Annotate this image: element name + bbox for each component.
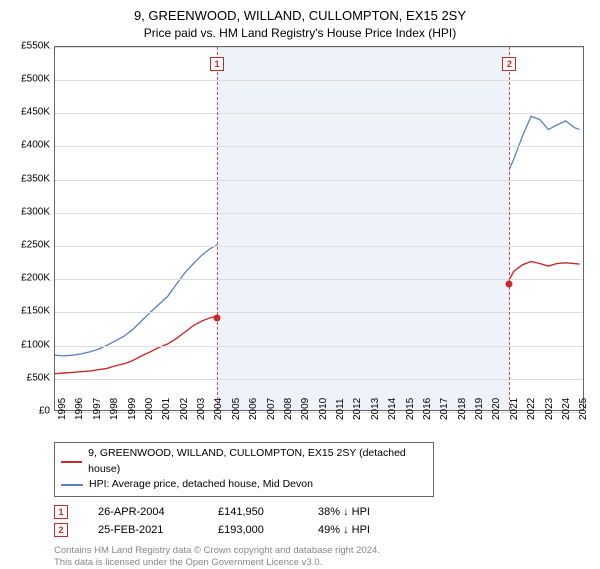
y-axis-label: £500K	[21, 74, 50, 85]
legend-box: 9, GREENWOOD, WILLAND, CULLOMPTON, EX15 …	[54, 442, 434, 497]
transaction-date: 25-FEB-2021	[98, 524, 188, 536]
x-axis-label: 2008	[283, 398, 294, 420]
footer-line: Contains HM Land Registry data © Crown c…	[54, 545, 590, 557]
transaction-price: £193,000	[218, 524, 288, 536]
transaction-price: £141,950	[218, 506, 288, 518]
y-axis-label: £150K	[21, 306, 50, 317]
x-axis-label: 2010	[318, 398, 329, 420]
x-axis-label: 2016	[422, 398, 433, 420]
transaction-pct: 49% ↓ HPI	[318, 524, 408, 536]
x-axis-label: 2013	[370, 398, 381, 420]
x-axis-label: 2023	[544, 398, 555, 420]
x-axis-label: 2018	[457, 398, 468, 420]
x-axis-label: 2025	[578, 398, 589, 420]
transaction-date: 26-APR-2004	[98, 506, 188, 518]
legend-swatch-2	[61, 484, 83, 486]
y-axis-label: £100K	[21, 339, 50, 350]
x-axis-label: 2012	[352, 398, 363, 420]
transaction-dot	[213, 314, 220, 321]
y-axis-label: £0	[39, 405, 50, 416]
gridline	[55, 379, 583, 380]
transaction-pct: 38% ↓ HPI	[318, 506, 408, 518]
transaction-marker: 1	[210, 57, 224, 71]
marker-icon: 1	[54, 505, 68, 519]
x-axis-label: 1998	[109, 398, 120, 420]
transaction-marker: 2	[502, 57, 516, 71]
y-axis-label: £400K	[21, 140, 50, 151]
chart-container: 9, GREENWOOD, WILLAND, CULLOMPTON, EX15 …	[0, 0, 600, 560]
table-row: 1 26-APR-2004 £141,950 38% ↓ HPI	[54, 503, 590, 521]
gridline	[55, 180, 583, 181]
x-axis-label: 2006	[248, 398, 259, 420]
y-axis-label: £50K	[27, 372, 50, 383]
x-axis-label: 1995	[57, 398, 68, 420]
chart-title: 9, GREENWOOD, WILLAND, CULLOMPTON, EX15 …	[10, 8, 590, 25]
gridline	[55, 213, 583, 214]
x-axis-label: 2022	[526, 398, 537, 420]
ownership-shade	[217, 47, 509, 410]
x-axis-label: 2011	[335, 398, 346, 420]
table-row: 2 25-FEB-2021 £193,000 49% ↓ HPI	[54, 521, 590, 539]
x-axis-label: 2002	[179, 398, 190, 420]
x-axis-label: 2021	[509, 398, 520, 420]
x-axis-label: 2004	[213, 398, 224, 420]
transaction-vline	[509, 47, 510, 410]
x-axis-label: 1997	[92, 398, 103, 420]
legend-row: HPI: Average price, detached house, Mid …	[61, 477, 427, 493]
gridline	[55, 312, 583, 313]
x-axis-label: 2005	[231, 398, 242, 420]
x-axis-label: 1999	[127, 398, 138, 420]
legend-label: 9, GREENWOOD, WILLAND, CULLOMPTON, EX15 …	[88, 446, 427, 478]
transaction-dot	[506, 280, 513, 287]
x-axis-label: 2024	[561, 398, 572, 420]
y-axis-label: £450K	[21, 107, 50, 118]
gridline	[55, 246, 583, 247]
gridline	[55, 279, 583, 280]
y-axis-label: £350K	[21, 173, 50, 184]
x-axis-label: 2015	[405, 398, 416, 420]
transaction-table: 1 26-APR-2004 £141,950 38% ↓ HPI 2 25-FE…	[54, 503, 590, 539]
x-axis-label: 2019	[474, 398, 485, 420]
transaction-vline	[217, 47, 218, 410]
legend-row: 9, GREENWOOD, WILLAND, CULLOMPTON, EX15 …	[61, 446, 427, 478]
chart-subtitle: Price paid vs. HM Land Registry's House …	[10, 26, 590, 40]
y-axis-label: £550K	[21, 40, 50, 51]
footer-attribution: Contains HM Land Registry data © Crown c…	[54, 545, 590, 569]
x-axis-label: 2017	[439, 398, 450, 420]
x-axis-label: 2014	[387, 398, 398, 420]
legend-swatch-1	[61, 461, 82, 463]
legend-label: HPI: Average price, detached house, Mid …	[89, 477, 313, 493]
gridline	[55, 146, 583, 147]
x-axis-label: 2001	[161, 398, 172, 420]
gridline	[55, 346, 583, 347]
gridline	[55, 47, 583, 48]
marker-icon: 2	[54, 523, 68, 537]
y-axis-label: £250K	[21, 239, 50, 250]
y-axis-label: £200K	[21, 273, 50, 284]
x-axis-label: 2020	[491, 398, 502, 420]
x-axis-label: 2007	[266, 398, 277, 420]
plot-region: 12	[54, 46, 584, 411]
x-axis-label: 2003	[196, 398, 207, 420]
gridline	[55, 113, 583, 114]
footer-line: This data is licensed under the Open Gov…	[54, 557, 590, 569]
gridline	[55, 80, 583, 81]
y-axis-label: £300K	[21, 206, 50, 217]
x-axis-label: 2009	[300, 398, 311, 420]
x-axis-label: 2000	[144, 398, 155, 420]
chart-area: 12 £0£50K£100K£150K£200K£250K£300K£350K£…	[10, 46, 590, 436]
x-axis-label: 1996	[74, 398, 85, 420]
